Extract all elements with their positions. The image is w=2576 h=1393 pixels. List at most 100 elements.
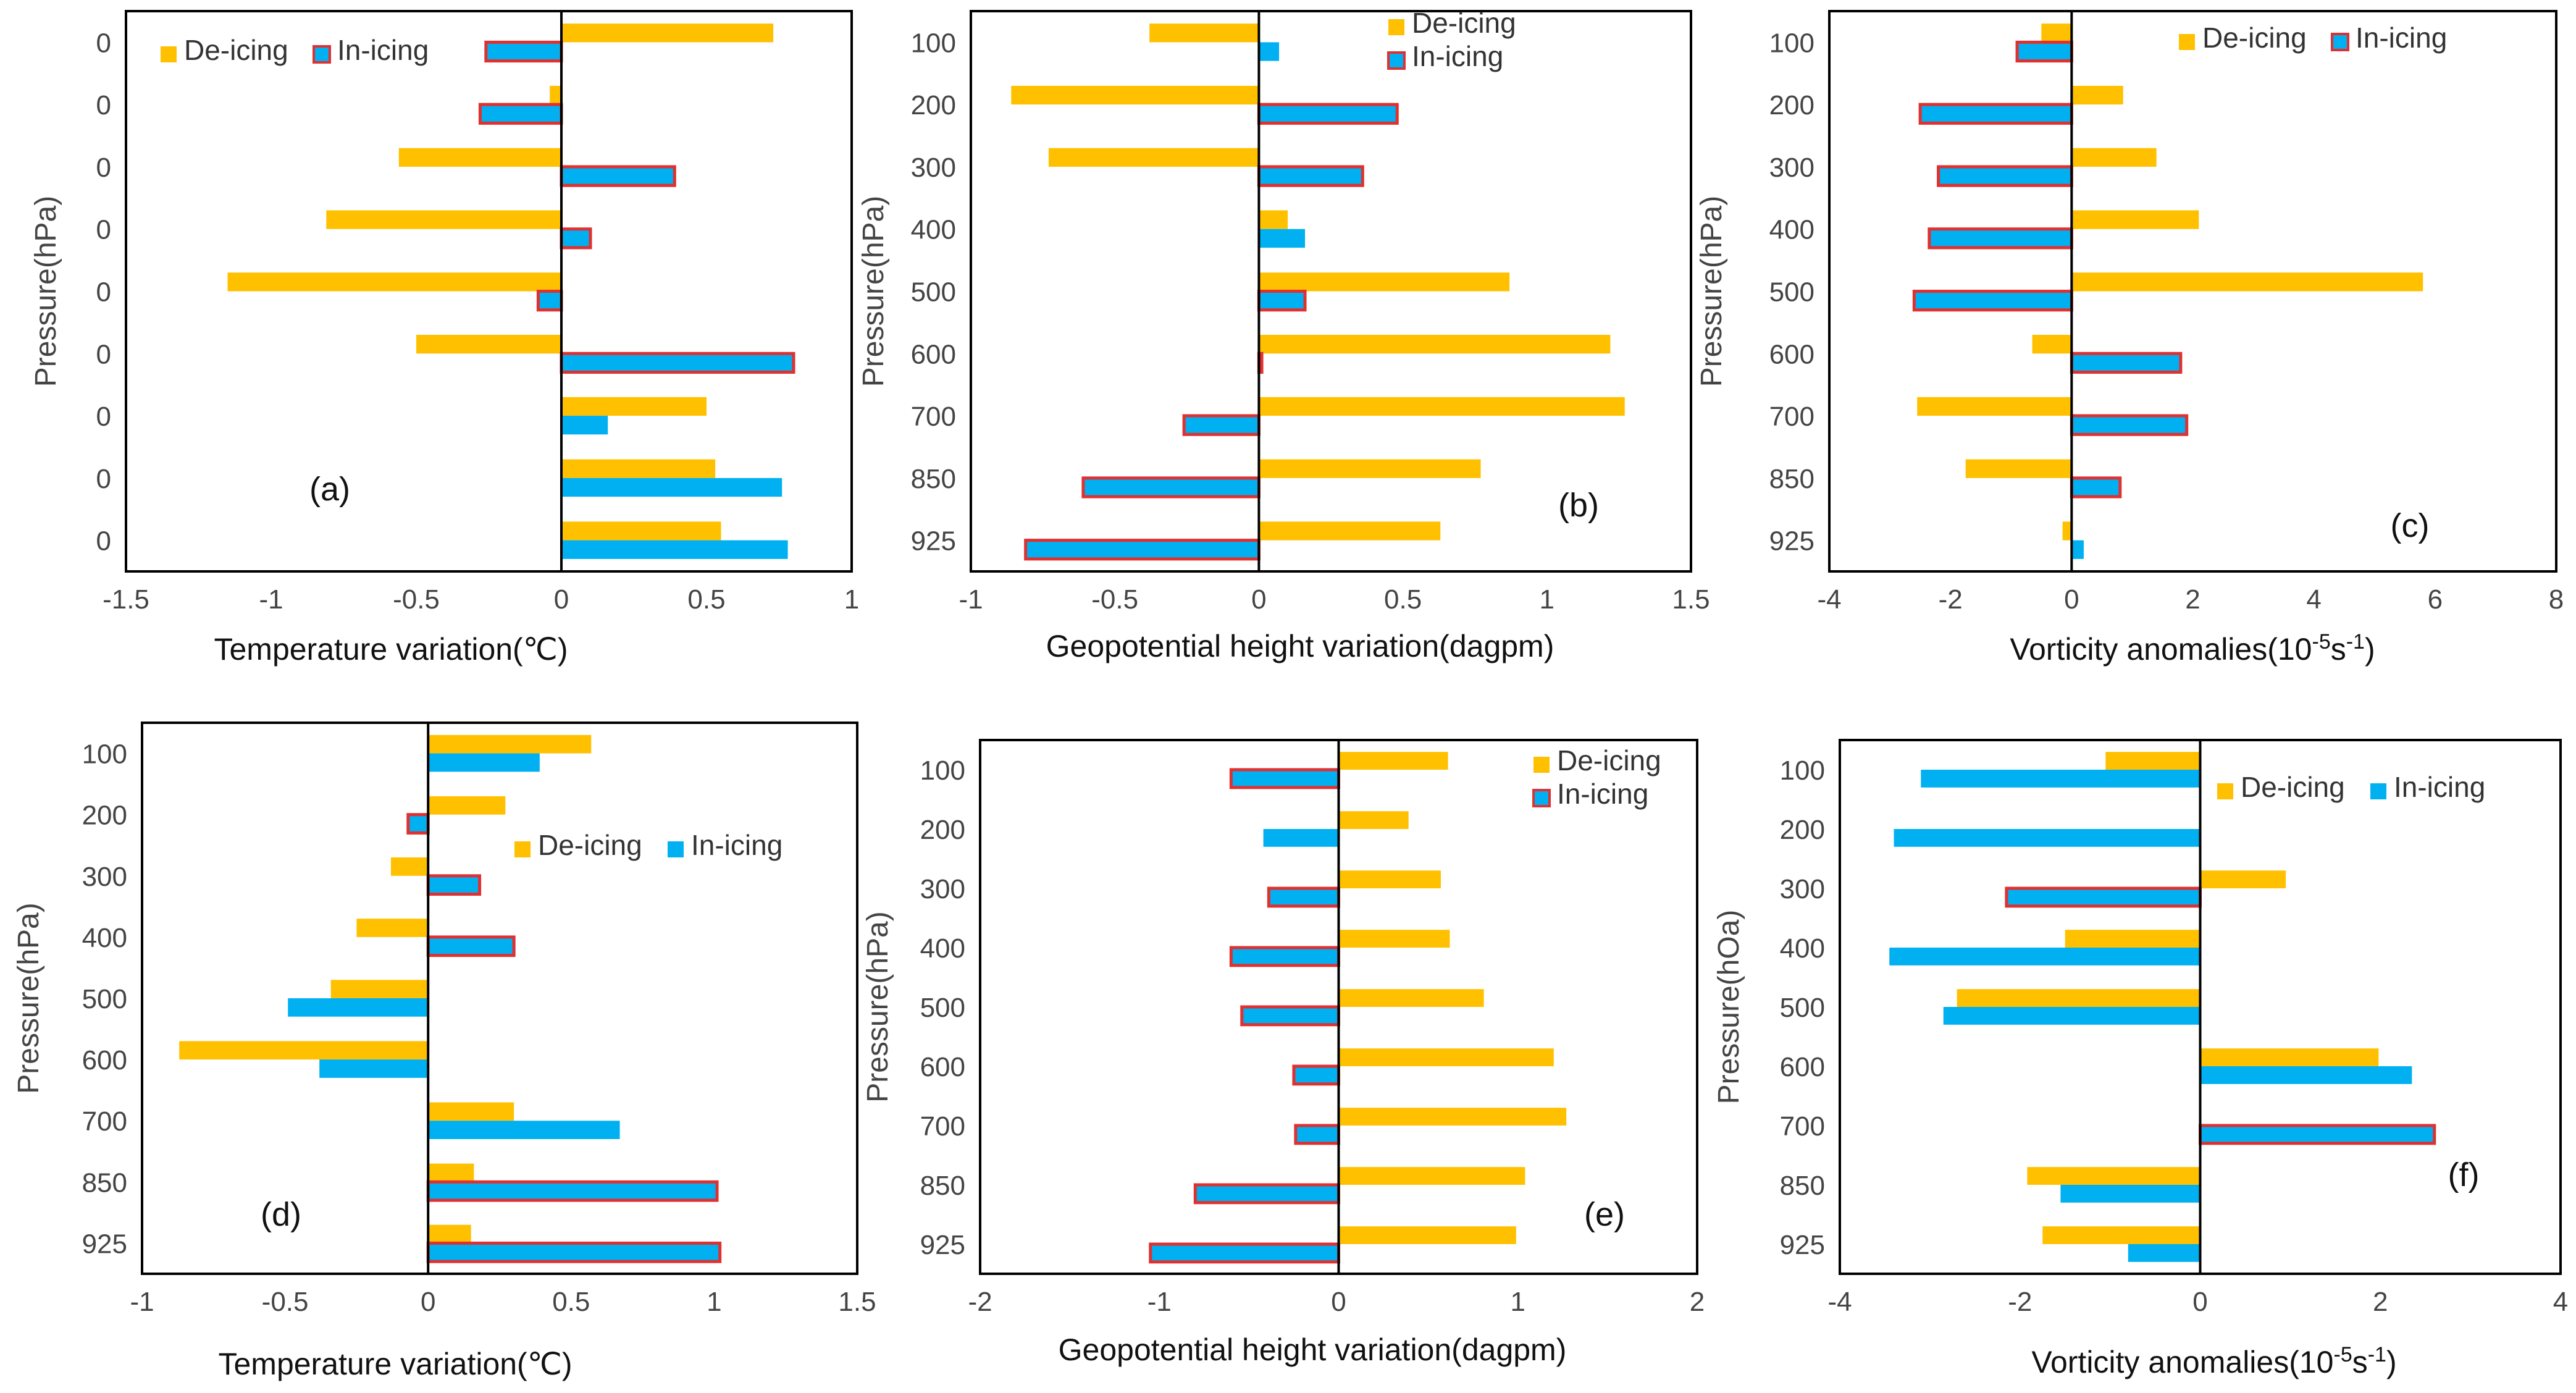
y-tick-label: 0 [96,339,111,369]
y-axis-label: Pressure(hOa) [1713,910,1745,1105]
bar-deicing [1338,870,1441,888]
bar-deicing [2062,521,2072,541]
bar-inicing [1229,768,1340,789]
x-tick-label: 1.5 [838,1287,876,1317]
y-axis-label: Pressure(hPa) [30,196,62,387]
legend-label-deicing: De-icing [184,34,288,66]
panel-3: 100 200 300 400 500 600 700 850 925-4 -2 0 2 4 6 8 Vort… [1695,10,2564,667]
x-axis-label: Geopotential height variation(dagpm) [1046,629,1554,663]
bar-inicing [1193,1183,1341,1205]
y-tick-label: 0 [96,402,111,432]
y-tick-label: 100 [920,755,965,786]
bar-inicing [2200,1066,2412,1084]
panel-label: (a) [309,471,350,508]
y-axis-label: Pressure(hPa) [862,911,894,1102]
bar-deicing [1259,335,1611,354]
bar-deicing [398,148,561,167]
y-tick-label: 0 [96,90,111,120]
panel-label: (f) [2448,1156,2480,1193]
bar-deicing [1259,459,1481,478]
bar-inicing [1889,948,2201,966]
legend-swatch-deicing [2217,783,2233,799]
bar-deicing [428,796,506,815]
bar-deicing [1957,989,2201,1007]
x-tick-label: 1 [1540,584,1554,615]
legend-swatch-deicing [161,46,177,62]
bar-inicing [2015,40,2073,63]
panel-1: 0 0 0 0 0 0 0 0 0 -1.5 -1 -0.5 0 0.5 1 Temperature vari… [30,10,859,667]
bar-inicing [1267,886,1340,908]
bar-deicing [1338,811,1409,829]
bar-inicing [1081,476,1261,499]
bar-deicing [1965,459,2072,478]
plot-frame [125,10,853,573]
x-axis-label-exponent: -1 [2346,630,2365,654]
bar-inicing [560,351,795,374]
x-tick-label: -1 [1147,1287,1172,1317]
y-tick-label: 200 [82,801,127,831]
x-axis-label-part: ) [2365,632,2375,667]
x-tick-label: 0 [2192,1287,2207,1317]
bar-deicing [2105,752,2201,770]
y-tick-label: 600 [82,1045,127,1075]
bar-deicing [2200,870,2286,888]
x-tick-label: 8 [2549,584,2564,615]
bar-inicing [2070,476,2122,499]
bar-inicing [1943,1007,2201,1025]
bar-deicing [428,1102,514,1121]
x-tick-label: -2 [1939,584,1963,615]
bar-deicing [561,521,721,541]
legend-swatch-inicing [1387,51,1406,70]
bar-inicing [561,540,788,559]
y-tick-label: 0 [96,277,111,308]
bar-deicing [561,23,774,43]
bar-deicing [428,734,592,754]
bar-deicing [428,1163,474,1182]
y-tick-label: 700 [82,1106,127,1137]
bar-deicing [179,1041,429,1060]
bar-inicing [1240,1005,1341,1027]
panel-label: (d) [261,1196,301,1233]
y-tick-label: 400 [920,933,965,964]
y-tick-label: 500 [82,984,127,1014]
bar-inicing [1149,1242,1341,1264]
x-tick-label: 6 [2428,584,2443,615]
x-tick-label: -2 [2008,1287,2032,1317]
x-axis-label-exponent: -5 [2312,630,2331,654]
y-tick-label: 500 [1769,277,1815,308]
y-tick-label: 0 [96,28,111,58]
y-tick-label: 400 [82,923,127,953]
bar-inicing [1259,42,1280,61]
bar-deicing [1917,397,2072,416]
x-tick-label: 2 [1690,1287,1705,1317]
plot-frame [1828,10,2557,573]
x-tick-label: 4 [2553,1287,2568,1317]
bar-deicing [1338,930,1450,948]
bar-deicing [330,980,429,998]
bar-deicing [227,272,561,292]
x-axis-label-exponent: -1 [2368,1343,2386,1366]
legend-label-deicing: De-icing [538,829,642,861]
bar-deicing [2032,335,2072,354]
y-tick-label: 300 [920,874,965,904]
x-axis-label-part: s [2352,1345,2368,1379]
y-tick-label: 700 [1780,1111,1825,1142]
y-tick-label: 500 [1780,993,1825,1023]
bar-inicing [484,40,563,63]
bar-deicing [2027,1167,2201,1185]
bar-inicing [2060,1185,2201,1203]
y-tick-label: 600 [920,1052,965,1082]
y-tick-label: 200 [1769,90,1815,120]
y-tick-label: 0 [96,215,111,245]
legend-label-inicing: In-icing [2356,22,2447,54]
bar-inicing [1894,829,2201,847]
y-tick-label: 200 [1780,815,1825,845]
y-tick-label: 600 [1780,1052,1825,1082]
panel-label: (c) [2391,507,2430,544]
bar-inicing [2128,1244,2201,1262]
bar-inicing [2199,1124,2436,1145]
bar-inicing [319,1059,429,1078]
